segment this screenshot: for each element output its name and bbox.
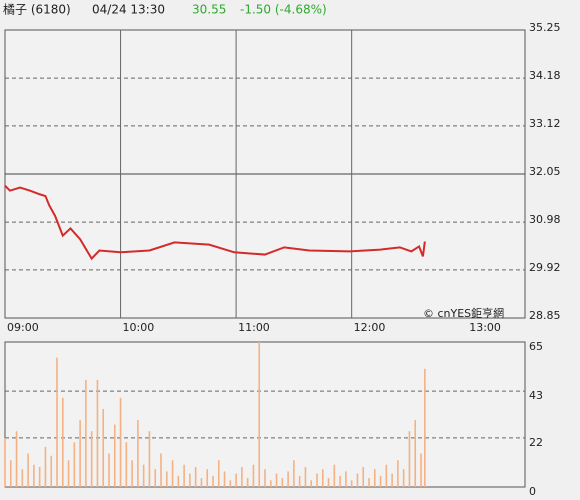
x-tick-label: 09:00 bbox=[7, 321, 39, 334]
y-tick-label: 28.85 bbox=[529, 309, 561, 322]
volume-bar bbox=[15, 431, 18, 487]
volume-bar bbox=[183, 464, 185, 487]
volume-bar bbox=[96, 379, 99, 487]
volume-bar bbox=[269, 480, 272, 487]
volume-bar bbox=[298, 475, 301, 487]
volume-bar bbox=[258, 342, 261, 487]
volume-bar bbox=[356, 473, 359, 487]
volume-bar bbox=[339, 475, 341, 487]
volume-bar bbox=[113, 424, 116, 487]
volume-bar bbox=[194, 466, 197, 487]
volume-bar bbox=[397, 460, 399, 487]
volume-bar bbox=[61, 397, 64, 487]
volume-bar bbox=[44, 446, 47, 487]
price-line bbox=[4, 184, 426, 261]
volume-bar bbox=[148, 431, 151, 487]
volume-bar bbox=[154, 469, 157, 487]
volume-bar bbox=[310, 480, 313, 487]
volume-bar bbox=[67, 460, 70, 487]
volume-bar bbox=[229, 480, 232, 487]
y-tick-label: 32.05 bbox=[529, 165, 561, 178]
volume-bar bbox=[212, 475, 214, 487]
y-tick-label: 30.98 bbox=[529, 213, 561, 226]
volume-bar bbox=[142, 464, 145, 487]
y-tick-label: 65 bbox=[529, 340, 543, 353]
volume-bar bbox=[79, 420, 81, 487]
plot-area bbox=[4, 341, 526, 488]
volume-bar bbox=[327, 478, 330, 487]
volume-bar bbox=[177, 475, 180, 487]
y-tick-label: 0 bbox=[529, 485, 536, 498]
volume-bar bbox=[85, 379, 87, 487]
volume-bar bbox=[252, 464, 255, 487]
volume-bar bbox=[424, 368, 426, 487]
volume-bar bbox=[38, 466, 41, 487]
volume-bar bbox=[33, 464, 35, 487]
volume-bar bbox=[165, 471, 168, 487]
volume-bar bbox=[333, 464, 336, 487]
y-tick-label: 34.18 bbox=[529, 69, 561, 82]
volume-bar bbox=[189, 473, 191, 487]
y-tick-label: 29.92 bbox=[529, 261, 561, 274]
volume-bar bbox=[21, 469, 24, 487]
volume-bar bbox=[223, 471, 226, 487]
volume-bar bbox=[131, 460, 133, 487]
volume-bar bbox=[206, 469, 209, 487]
volume-bar bbox=[102, 408, 105, 487]
volume-bar bbox=[373, 469, 376, 487]
volume-bar bbox=[125, 442, 128, 487]
volume-bar bbox=[345, 471, 347, 487]
volume-bar bbox=[137, 420, 139, 487]
volume-bar bbox=[119, 397, 122, 487]
volume-bar bbox=[281, 478, 284, 487]
x-tick-label: 13:00 bbox=[469, 321, 501, 334]
volume-bar bbox=[108, 453, 110, 487]
volume-bar bbox=[379, 475, 382, 487]
volume-bar bbox=[27, 453, 29, 487]
y-tick-label: 22 bbox=[529, 436, 543, 449]
volume-bar bbox=[402, 469, 405, 487]
volume-bar bbox=[287, 471, 289, 487]
stock-name: 橘子 (6180) bbox=[3, 2, 71, 17]
volume-bar bbox=[350, 480, 353, 487]
volume-bar bbox=[304, 466, 307, 487]
volume-bar bbox=[73, 442, 76, 487]
volume-bar bbox=[368, 478, 370, 487]
volume-bar bbox=[235, 473, 237, 487]
volume-bar bbox=[160, 453, 162, 487]
watermark: © cnYES鉅亨網 bbox=[423, 306, 504, 320]
volume-bar bbox=[264, 469, 266, 487]
volume-bar bbox=[217, 460, 220, 487]
volume-bar bbox=[293, 460, 295, 487]
volume-bar bbox=[56, 357, 58, 487]
y-tick-label: 33.12 bbox=[529, 117, 561, 130]
y-tick-label: 35.25 bbox=[529, 21, 561, 34]
x-tick-label: 11:00 bbox=[238, 321, 270, 334]
volume-bar bbox=[391, 473, 393, 487]
volume-bar bbox=[275, 473, 278, 487]
volume-bar bbox=[420, 453, 422, 487]
volume-bar bbox=[321, 469, 324, 487]
volume-bar bbox=[246, 478, 249, 487]
volume-bar bbox=[241, 466, 243, 487]
x-tick-label: 12:00 bbox=[354, 321, 386, 334]
last-price: 30.55 bbox=[192, 3, 226, 17]
y-tick-label: 43 bbox=[529, 389, 543, 402]
volume-bar bbox=[50, 455, 53, 487]
volume-bar bbox=[200, 478, 203, 487]
volume-bar bbox=[90, 431, 93, 487]
volume-bar bbox=[316, 473, 318, 487]
volume-bar bbox=[171, 460, 174, 487]
volume-bar bbox=[414, 420, 417, 487]
x-tick-label: 10:00 bbox=[123, 321, 155, 334]
volume-bar bbox=[362, 466, 365, 487]
volume-bar bbox=[385, 464, 388, 487]
volume-bar bbox=[4, 437, 6, 487]
datetime: 04/24 13:30 bbox=[92, 3, 165, 17]
volume-bar bbox=[408, 431, 411, 487]
volume-bar bbox=[9, 460, 12, 487]
price-change: -1.50 (-4.68%) bbox=[240, 3, 327, 17]
